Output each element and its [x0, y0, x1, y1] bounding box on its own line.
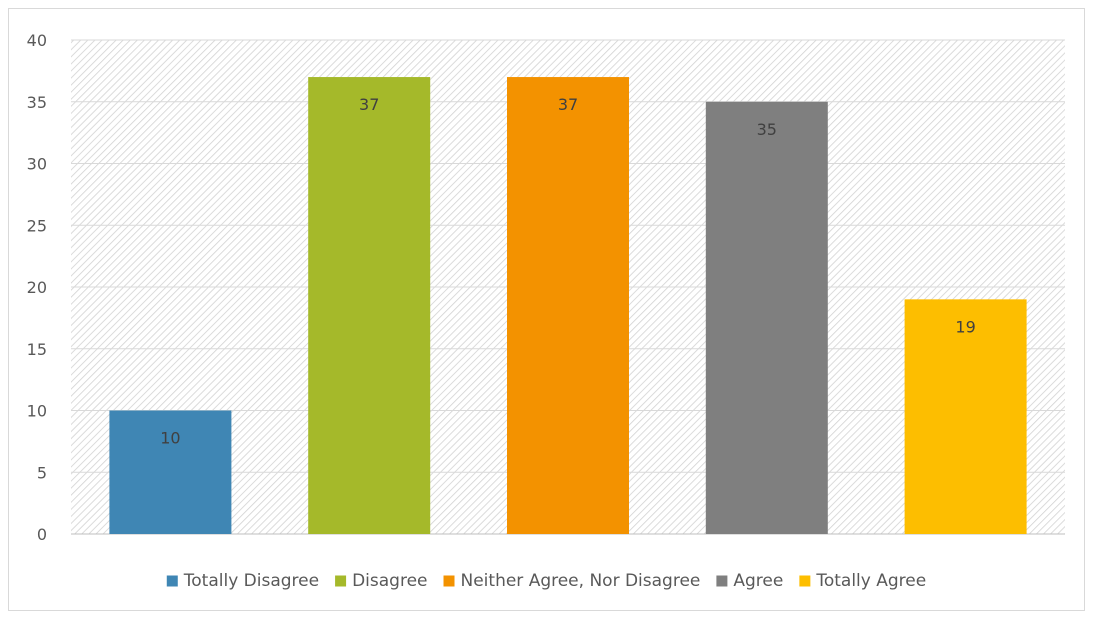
- y-tick-label: 25: [27, 216, 47, 235]
- y-tick-label: 35: [27, 93, 47, 112]
- data-label: 37: [359, 95, 379, 114]
- data-label: 35: [757, 120, 777, 139]
- legend-swatch: [716, 575, 728, 587]
- legend: Totally Disagree Disagree Neither Agree, N…: [166, 571, 926, 591]
- bar-agree: [705, 101, 828, 534]
- y-tick-label: 40: [27, 31, 47, 50]
- bar-totally-agree: [904, 299, 1027, 534]
- legend-label: Disagree: [352, 571, 427, 591]
- y-tick-label: 15: [27, 340, 47, 359]
- legend-swatch: [443, 575, 455, 587]
- bar-totally-disagree: [109, 410, 232, 534]
- data-label: 37: [558, 95, 578, 114]
- bars: [109, 77, 1027, 535]
- legend-swatch: [799, 575, 811, 587]
- y-tick-label: 20: [27, 278, 47, 297]
- legend-label: Agree: [733, 571, 783, 591]
- bar-disagree: [308, 77, 431, 535]
- y-axis: 0 5 10 15 20 25 30 35 40: [27, 31, 47, 544]
- data-label: 19: [955, 317, 975, 336]
- legend-label: Totally Disagree: [183, 571, 319, 591]
- data-label: 10: [160, 429, 180, 448]
- legend-swatch: [166, 575, 178, 587]
- legend-label: Neither Agree, Nor Disagree: [461, 571, 701, 591]
- legend-swatch: [335, 575, 347, 587]
- y-tick-label: 0: [37, 525, 47, 544]
- data-labels: 10 37 37 35 19: [160, 95, 976, 447]
- legend-label: Totally Agree: [815, 571, 926, 591]
- bar-neither-agree-nor-disagree: [507, 77, 629, 535]
- y-tick-label: 10: [27, 402, 47, 421]
- y-tick-label: 30: [27, 155, 47, 174]
- y-tick-label: 5: [37, 463, 47, 482]
